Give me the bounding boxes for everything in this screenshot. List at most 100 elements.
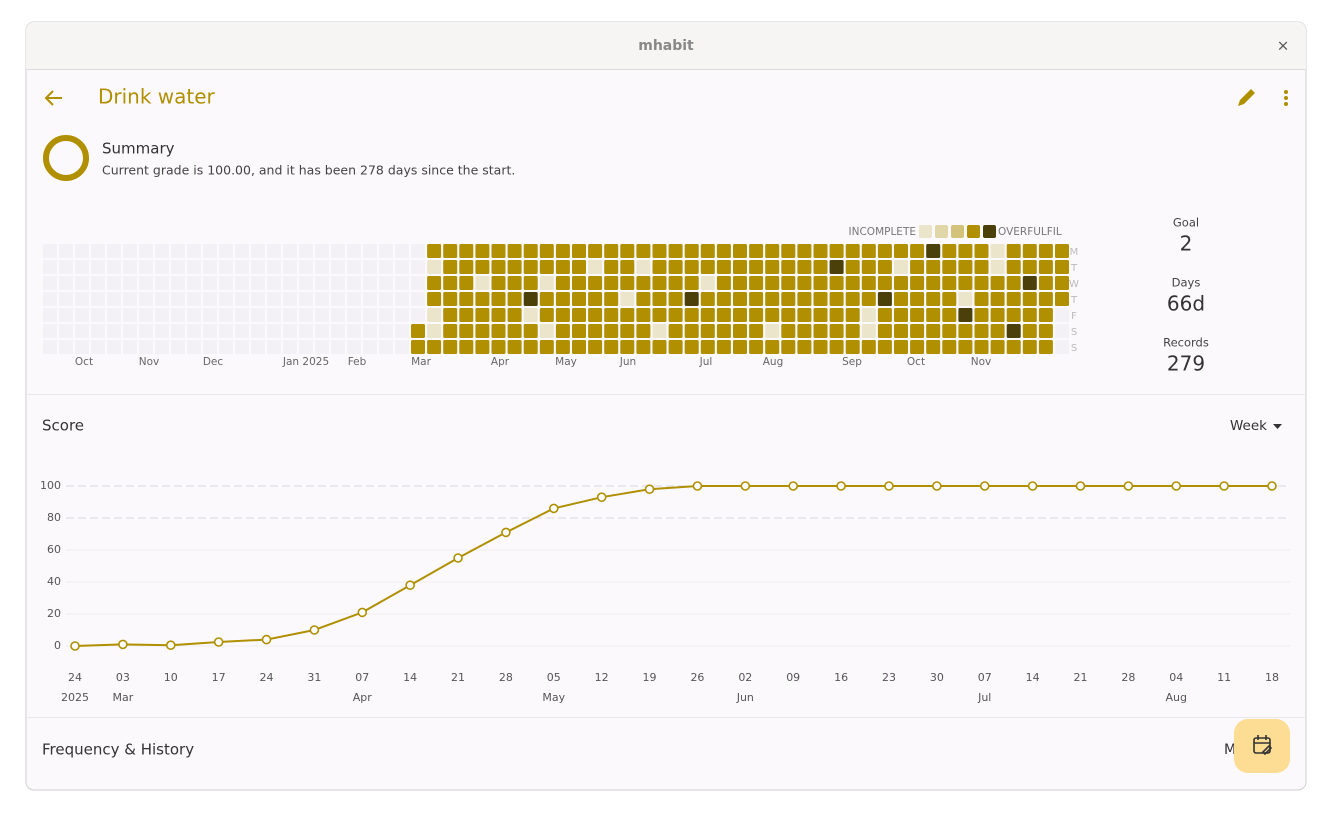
day-cell	[861, 308, 876, 322]
x-tick-label: 04	[1169, 671, 1183, 684]
day-cell	[813, 340, 828, 354]
day-cell	[797, 292, 812, 306]
day-cell	[427, 340, 442, 354]
day-cell	[1038, 292, 1053, 306]
day-cell	[781, 244, 796, 258]
day-cell	[861, 340, 876, 354]
day-cell	[475, 276, 490, 290]
empty-cell	[379, 276, 393, 290]
day-cell	[877, 324, 892, 338]
day-cell	[427, 324, 442, 338]
day-cell	[990, 276, 1005, 290]
more-button[interactable]	[1284, 90, 1288, 106]
day-cell	[829, 324, 844, 338]
empty-cell	[283, 308, 297, 322]
weekday-label: S	[1071, 343, 1077, 354]
dropdown-arrow[interactable]	[1273, 424, 1282, 429]
day-cell	[894, 276, 908, 290]
empty-cell	[1055, 308, 1069, 322]
day-cell	[427, 260, 442, 274]
empty-cell	[331, 260, 345, 274]
day-cell	[781, 260, 796, 274]
empty-cell	[363, 308, 377, 322]
empty-cell	[411, 292, 425, 306]
day-cell	[910, 276, 925, 290]
day-cell	[829, 340, 844, 354]
month-label: Dec	[203, 356, 224, 368]
x-tick-label: 02	[738, 671, 752, 684]
day-cell	[555, 276, 570, 290]
day-cell	[861, 244, 876, 258]
empty-cell	[203, 340, 217, 354]
empty-cell	[91, 244, 105, 258]
day-cell	[604, 260, 619, 274]
score-point	[1027, 481, 1038, 491]
day-cell	[942, 260, 957, 274]
empty-cell	[43, 340, 57, 354]
day-cell	[684, 308, 699, 322]
empty-cell	[171, 260, 185, 274]
day-cell	[539, 340, 554, 354]
month-label: Oct	[75, 356, 93, 368]
day-cell	[926, 308, 941, 322]
day-cell	[475, 260, 490, 274]
day-cell	[459, 244, 474, 258]
day-cell	[942, 340, 957, 354]
day-cell	[604, 276, 619, 290]
day-cell	[845, 276, 860, 290]
empty-cell	[203, 260, 217, 274]
empty-cell	[155, 244, 169, 258]
stat-value: 2	[1180, 232, 1193, 256]
empty-cell	[299, 324, 313, 338]
empty-cell	[315, 340, 329, 354]
day-cell	[1022, 324, 1037, 338]
empty-cell	[139, 292, 153, 306]
day-cell	[877, 260, 892, 274]
day-cell	[781, 324, 796, 338]
weekday-label: W	[1069, 279, 1079, 290]
empty-cell	[59, 244, 73, 258]
empty-cell	[235, 292, 249, 306]
empty-cell	[267, 244, 281, 258]
fab[interactable]	[1234, 719, 1290, 773]
month-label: Apr	[491, 356, 510, 368]
frequency-mode[interactable]: M	[1224, 742, 1236, 758]
empty-cell	[235, 340, 249, 354]
day-cell	[990, 260, 1005, 274]
y-tick-label: 20	[47, 607, 61, 620]
empty-cell	[75, 292, 89, 306]
day-cell	[700, 260, 715, 274]
empty-cell	[59, 340, 73, 354]
day-cell	[700, 244, 715, 258]
score-point	[740, 481, 751, 491]
empty-cell	[219, 292, 233, 306]
empty-cell	[411, 260, 425, 274]
summary-text: Current grade is 100.00, and it has been…	[102, 163, 515, 178]
empty-cell	[1055, 340, 1069, 354]
day-cell	[716, 292, 731, 306]
edit-button[interactable]	[1238, 89, 1255, 106]
day-cell	[797, 340, 812, 354]
empty-cell	[347, 308, 361, 322]
day-cell	[716, 308, 731, 322]
day-cell	[588, 244, 603, 258]
day-cell	[958, 260, 973, 274]
fab-icon[interactable]	[1253, 735, 1273, 756]
day-cell	[684, 340, 699, 354]
back-button[interactable]	[44, 90, 62, 106]
day-cell	[813, 276, 828, 290]
day-cell	[620, 244, 635, 258]
day-cell	[749, 324, 764, 338]
empty-cell	[379, 244, 393, 258]
day-cell	[716, 260, 731, 274]
day-cell	[733, 308, 747, 322]
legend-swatch	[983, 225, 996, 238]
period-dropdown[interactable]: Week	[1230, 418, 1267, 434]
empty-cell	[363, 324, 377, 338]
empty-cell	[139, 340, 153, 354]
day-cell	[427, 308, 442, 322]
day-cell	[1006, 276, 1021, 290]
close-button[interactable]: ×	[1277, 37, 1290, 55]
empty-cell	[123, 340, 137, 354]
x-tick-label: 28	[1121, 671, 1135, 684]
